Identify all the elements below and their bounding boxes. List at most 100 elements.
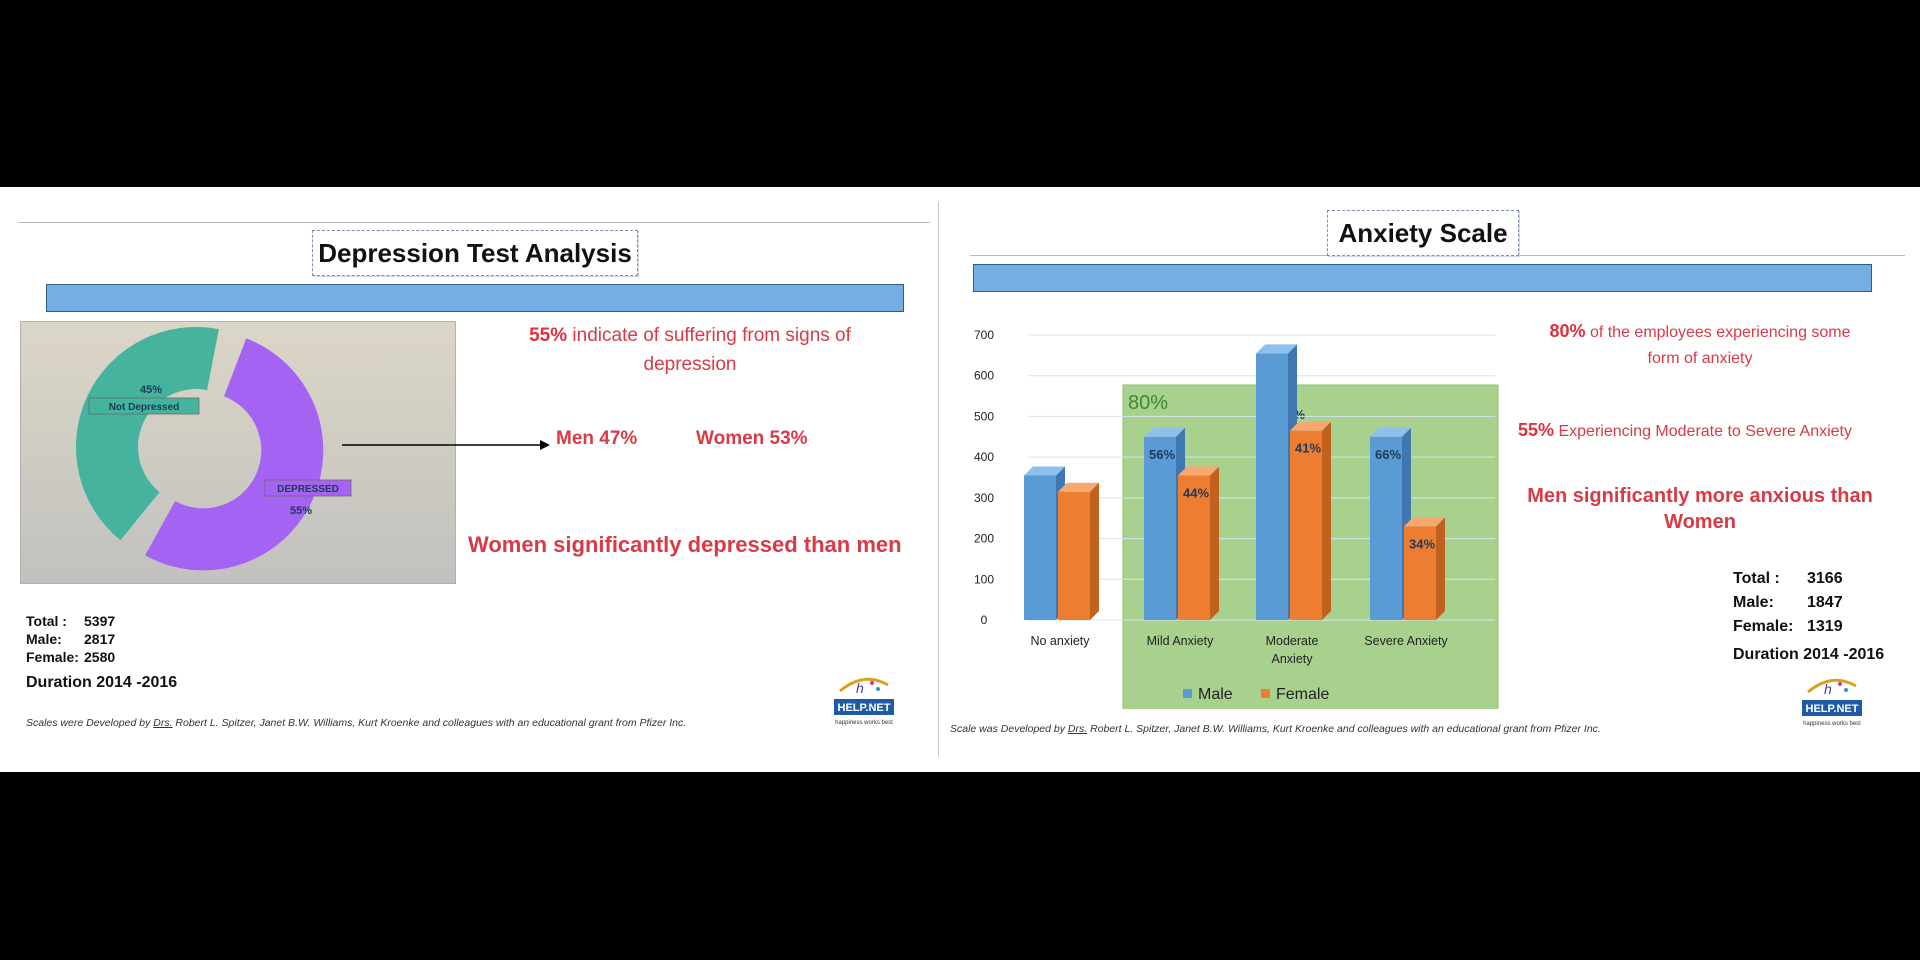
svg-text:h: h [856, 680, 864, 696]
donut-pct-label: 55% [290, 505, 312, 517]
total-value: 3166 [1807, 570, 1843, 587]
bar-data-label: 66% [1375, 447, 1401, 462]
arrow-line [342, 440, 550, 450]
credit-pre: Scales were Developed by [26, 717, 154, 729]
male-value: 1847 [1807, 594, 1843, 611]
anxiety-stats: Total : 3166 Male: 1847 Female: 1319 Durati… [1733, 567, 1884, 667]
y-tick-label: 600 [974, 369, 994, 383]
bar-female-2 [1290, 421, 1331, 620]
total-label: Total : [1733, 570, 1780, 587]
headline-percent: 55% [529, 325, 568, 346]
helpnet-logo-graphic: h HELP.NET happiness works best [834, 677, 894, 726]
helpnet-logo: h HELP.NET happiness works best [832, 669, 896, 731]
helpnet-logo-graphic: h HELP.NET happiness works best [1802, 678, 1862, 727]
bar-male-3 [1370, 427, 1411, 620]
anxiety-headline-1: 80% of the employees experiencing some f… [1500, 318, 1900, 372]
men-percent: Men 47% [556, 428, 638, 449]
headline1-text: of the employees experiencing some [1589, 324, 1851, 341]
female-value: 1319 [1807, 618, 1843, 635]
y-tick-label: 200 [974, 532, 994, 546]
donut-slice-depressed [145, 338, 324, 571]
bar-data-label: 34% [1409, 536, 1435, 551]
depression-headline: 55% indicate of suffering from signs of … [470, 321, 910, 379]
headline-text: indicate of suffering from signs of [572, 325, 851, 346]
donut-slice-not-depressed [76, 327, 219, 541]
x-category-label: Severe Anxiety [1364, 634, 1448, 648]
bar-female-0 [1058, 482, 1099, 620]
y-tick-label: 500 [974, 409, 994, 423]
depression-panel: Depression Test Analysis 45% Not Depresse… [0, 187, 940, 772]
y-tick-label: 100 [974, 572, 994, 586]
y-tick-label: 0 [981, 613, 988, 627]
top-rule [18, 222, 930, 223]
svg-text:h: h [1824, 681, 1832, 697]
male-label: Male: [26, 631, 62, 647]
donut-label-box [264, 479, 352, 497]
legend-swatch-female [1261, 689, 1270, 698]
headline-text-line2: depression [643, 354, 737, 375]
x-category-label: No anxiety [1030, 634, 1090, 648]
bar-female-1 [1178, 466, 1219, 620]
helpnet-logo: h HELP.NET happiness works best [1800, 670, 1864, 732]
panel-divider [938, 202, 939, 757]
blue-bar [973, 264, 1872, 292]
male-value: 2817 [84, 631, 116, 647]
logo-text: HELP.NET [838, 702, 891, 714]
bar-data-label: 56% [1149, 447, 1175, 462]
headline1-text-line2: form of anxiety [1647, 350, 1753, 367]
donut-label-box [88, 397, 200, 415]
legend-label-male: Male [1198, 686, 1233, 703]
female-label: Female: [26, 649, 79, 665]
male-label: Male: [1733, 594, 1774, 611]
depression-stats: Total : 5397 Male: 2817 Female: 2580 Durati… [26, 612, 177, 692]
y-tick-label: 700 [974, 328, 994, 342]
female-value: 2580 [84, 649, 116, 665]
legend-swatch-male [1183, 689, 1192, 698]
conclusion-line2: Women [1664, 511, 1736, 533]
depression-title: Depression Test Analysis [312, 230, 638, 276]
donut-chart: 45% Not Depressed 55% DEPRESSED [76, 327, 352, 571]
legend-label-female: Female [1276, 686, 1329, 703]
anxiety-conclusion: Men significantly more anxious than Wome… [1500, 483, 1900, 535]
credit-line: Scales were Developed by Drs. Robert L. … [26, 717, 686, 729]
y-tick-label: 300 [974, 491, 994, 505]
x-category-label: Mild Anxiety [1147, 634, 1214, 648]
slides-strip: Depression Test Analysis 45% Not Depresse… [0, 187, 1920, 772]
anxiety-title: Anxiety Scale [1327, 210, 1519, 256]
bar-data-label: 41% [1295, 441, 1321, 456]
blue-bar [46, 284, 904, 312]
total-label: Total : [26, 613, 67, 629]
x-category-label: Anxiety [1272, 652, 1314, 666]
headline2-percent: 55% [1518, 420, 1555, 440]
female-label: Female: [1733, 618, 1794, 635]
donut-category-label: DEPRESSED [277, 484, 339, 495]
bar-female-3 [1404, 517, 1445, 620]
donut-category-label: Not Depressed [109, 402, 180, 413]
logo-text: HELP.NET [1806, 703, 1859, 715]
y-tick-label: 400 [974, 450, 994, 464]
credit-post: Robert L. Spitzer, Janet B.W. Williams, … [1087, 723, 1601, 735]
duration: Duration 2014 -2016 [1733, 646, 1885, 663]
logo-tagline: happiness works best [1803, 721, 1861, 727]
credit-pre: Scale was Developed by [950, 723, 1068, 735]
headline2-text: Experiencing Moderate to Severe Anxiety [1558, 423, 1852, 440]
highlight-label: 80% [1128, 392, 1168, 414]
conclusion-line1: Men significantly more anxious than [1527, 485, 1873, 507]
donut-pct-label: 45% [140, 384, 162, 396]
women-percent: Women 53% [696, 428, 808, 449]
credit-drs: Drs. [1067, 723, 1088, 735]
x-category-label: Moderate [1266, 634, 1319, 648]
anxiety-panel: Anxiety Scale 80%59%01002003004005006007… [938, 187, 1920, 772]
total-value: 5397 [84, 613, 116, 629]
donut-chart-box: 45% Not Depressed 55% DEPRESSED [20, 321, 456, 584]
headline1-percent: 80% [1549, 321, 1586, 341]
duration: Duration 2014 -2016 [26, 674, 178, 691]
credit-drs: Drs. [153, 717, 173, 729]
logo-tagline: happiness works best [835, 720, 893, 726]
credit-post: Robert L. Spitzer, Janet B.W. Williams, … [172, 717, 687, 729]
depression-conclusion: Women significantly depressed than men [468, 532, 902, 557]
bar-data-label: 44% [1183, 485, 1209, 500]
credit-line: Scale was Developed by Drs. Robert L. Sp… [950, 723, 1601, 735]
anxiety-headline-2: 55% Experiencing Moderate to Severe Anxi… [1518, 420, 1852, 441]
